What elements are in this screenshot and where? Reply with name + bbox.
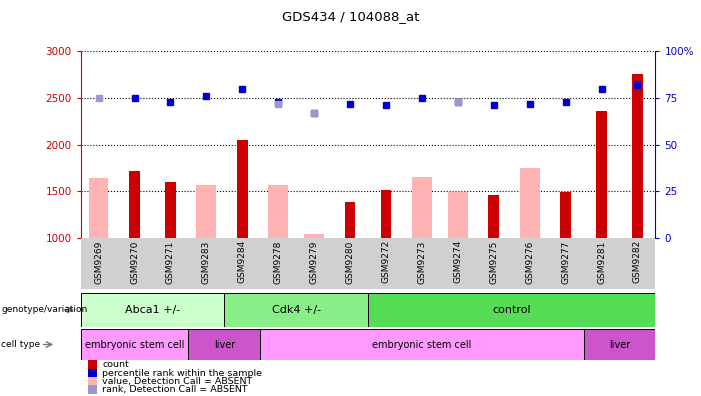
Bar bbox=[129, 171, 140, 238]
Text: GSM9277: GSM9277 bbox=[561, 240, 570, 284]
Bar bbox=[368, 293, 655, 327]
Text: embryonic stem cell: embryonic stem cell bbox=[372, 339, 472, 350]
Text: GSM9278: GSM9278 bbox=[273, 240, 283, 284]
Bar bbox=[268, 185, 288, 238]
Text: GSM9284: GSM9284 bbox=[238, 240, 247, 284]
Text: cell type: cell type bbox=[1, 340, 41, 349]
Text: count: count bbox=[102, 360, 129, 369]
Text: GSM9272: GSM9272 bbox=[381, 240, 390, 284]
Bar bbox=[165, 182, 176, 238]
Text: liver: liver bbox=[214, 339, 235, 350]
Text: rank, Detection Call = ABSENT: rank, Detection Call = ABSENT bbox=[102, 385, 248, 394]
Text: GSM9269: GSM9269 bbox=[94, 240, 103, 284]
Text: GDS434 / 104088_at: GDS434 / 104088_at bbox=[282, 10, 419, 23]
Bar bbox=[345, 202, 355, 238]
Text: control: control bbox=[492, 305, 531, 315]
Bar bbox=[224, 293, 368, 327]
Bar bbox=[381, 190, 391, 238]
Text: GSM9274: GSM9274 bbox=[454, 240, 463, 284]
Text: GSM9276: GSM9276 bbox=[525, 240, 534, 284]
Text: Abca1 +/-: Abca1 +/- bbox=[125, 305, 180, 315]
Bar bbox=[596, 111, 607, 238]
Bar bbox=[560, 192, 571, 238]
Text: genotype/variation: genotype/variation bbox=[1, 305, 88, 314]
Text: embryonic stem cell: embryonic stem cell bbox=[85, 339, 184, 350]
Bar bbox=[189, 329, 260, 360]
Bar bbox=[260, 329, 583, 360]
Bar bbox=[196, 185, 216, 238]
Bar bbox=[448, 192, 468, 238]
Text: GSM9283: GSM9283 bbox=[202, 240, 211, 284]
Bar bbox=[89, 178, 109, 238]
Bar bbox=[489, 195, 499, 238]
Bar bbox=[81, 293, 224, 327]
Bar bbox=[632, 74, 643, 238]
Text: GSM9280: GSM9280 bbox=[346, 240, 355, 284]
Bar bbox=[583, 329, 655, 360]
Bar bbox=[304, 234, 324, 238]
Text: GSM9271: GSM9271 bbox=[166, 240, 175, 284]
Bar bbox=[412, 177, 432, 238]
Text: GSM9273: GSM9273 bbox=[417, 240, 426, 284]
Bar bbox=[81, 329, 189, 360]
Text: GSM9275: GSM9275 bbox=[489, 240, 498, 284]
Bar bbox=[237, 140, 247, 238]
Text: GSM9279: GSM9279 bbox=[310, 240, 319, 284]
Text: percentile rank within the sample: percentile rank within the sample bbox=[102, 369, 262, 377]
Bar bbox=[520, 168, 540, 238]
Text: value, Detection Call = ABSENT: value, Detection Call = ABSENT bbox=[102, 377, 252, 386]
Text: GSM9282: GSM9282 bbox=[633, 240, 642, 284]
Text: Cdk4 +/-: Cdk4 +/- bbox=[271, 305, 321, 315]
Text: GSM9281: GSM9281 bbox=[597, 240, 606, 284]
Text: GSM9270: GSM9270 bbox=[130, 240, 139, 284]
Text: liver: liver bbox=[609, 339, 630, 350]
